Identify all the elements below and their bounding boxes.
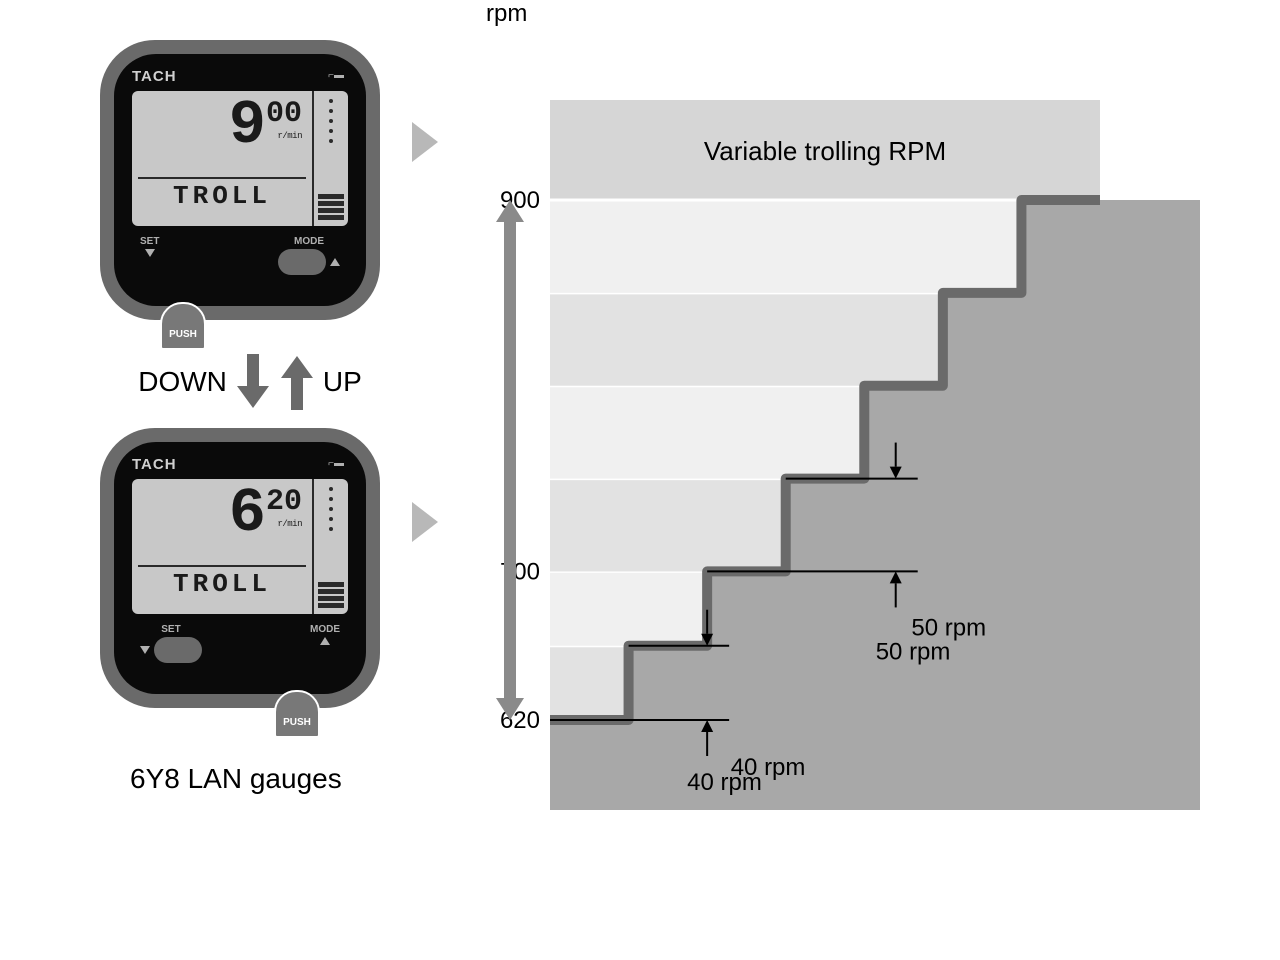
link-arrow-icon [410, 120, 442, 164]
gauge-brand: TACH [132, 68, 348, 85]
lcd-display: 9 00 TROLL [132, 91, 348, 226]
up-label: UP [323, 366, 362, 398]
tach-gauge-top: TACH ⌐▬ 9 00 TROLL [100, 40, 380, 320]
link-arrow-icon [410, 500, 442, 544]
caption: 6Y8 LAN gauges [130, 763, 420, 795]
set-label: SET [140, 236, 159, 247]
svg-text:50 rpm: 50 rpm [911, 614, 986, 641]
boat-icon: ⌐▬ [328, 458, 344, 469]
chart-column: rpm Variable trolling RPM62070090040 rpm… [480, 40, 1240, 815]
mode-button[interactable] [278, 249, 326, 275]
mode-label: MODE [310, 624, 340, 635]
down-triangle-icon [140, 646, 150, 654]
rpm-major: 6 [229, 483, 266, 545]
lcd-mode: TROLL [138, 181, 306, 211]
mode-label: MODE [294, 236, 324, 247]
boat-icon: ⌐▬ [328, 70, 344, 81]
rpm-major: 9 [229, 95, 266, 157]
push-button[interactable]: PUSH [274, 690, 320, 738]
lcd-display: 6 20 TROLL [132, 479, 348, 614]
gauge-brand: TACH [132, 456, 348, 473]
up-triangle-icon [320, 637, 330, 645]
down-arrow-icon [235, 354, 271, 410]
up-down-arrows: DOWN UP [80, 354, 420, 410]
svg-text:Variable trolling RPM: Variable trolling RPM [704, 136, 946, 166]
down-triangle-icon [145, 249, 155, 257]
up-triangle-icon [330, 258, 340, 266]
tach-gauge-bottom: TACH ⌐▬ 6 20 TROLL [100, 428, 380, 708]
set-button[interactable] [154, 637, 202, 663]
set-label: SET [161, 624, 180, 635]
down-label: DOWN [138, 366, 227, 398]
svg-text:50 rpm: 50 rpm [876, 638, 951, 665]
y-axis-label: rpm [486, 0, 527, 28]
rpm-minor: 00 [266, 99, 302, 129]
push-button[interactable]: PUSH [160, 302, 206, 350]
up-arrow-icon [279, 354, 315, 410]
lcd-mode: TROLL [138, 569, 306, 599]
svg-text:40 rpm: 40 rpm [731, 754, 806, 781]
gauges-column: TACH ⌐▬ 9 00 TROLL [40, 40, 420, 795]
step-chart: Variable trolling RPM62070090040 rpm50 r… [480, 100, 1240, 815]
rpm-minor: 20 [266, 487, 302, 517]
